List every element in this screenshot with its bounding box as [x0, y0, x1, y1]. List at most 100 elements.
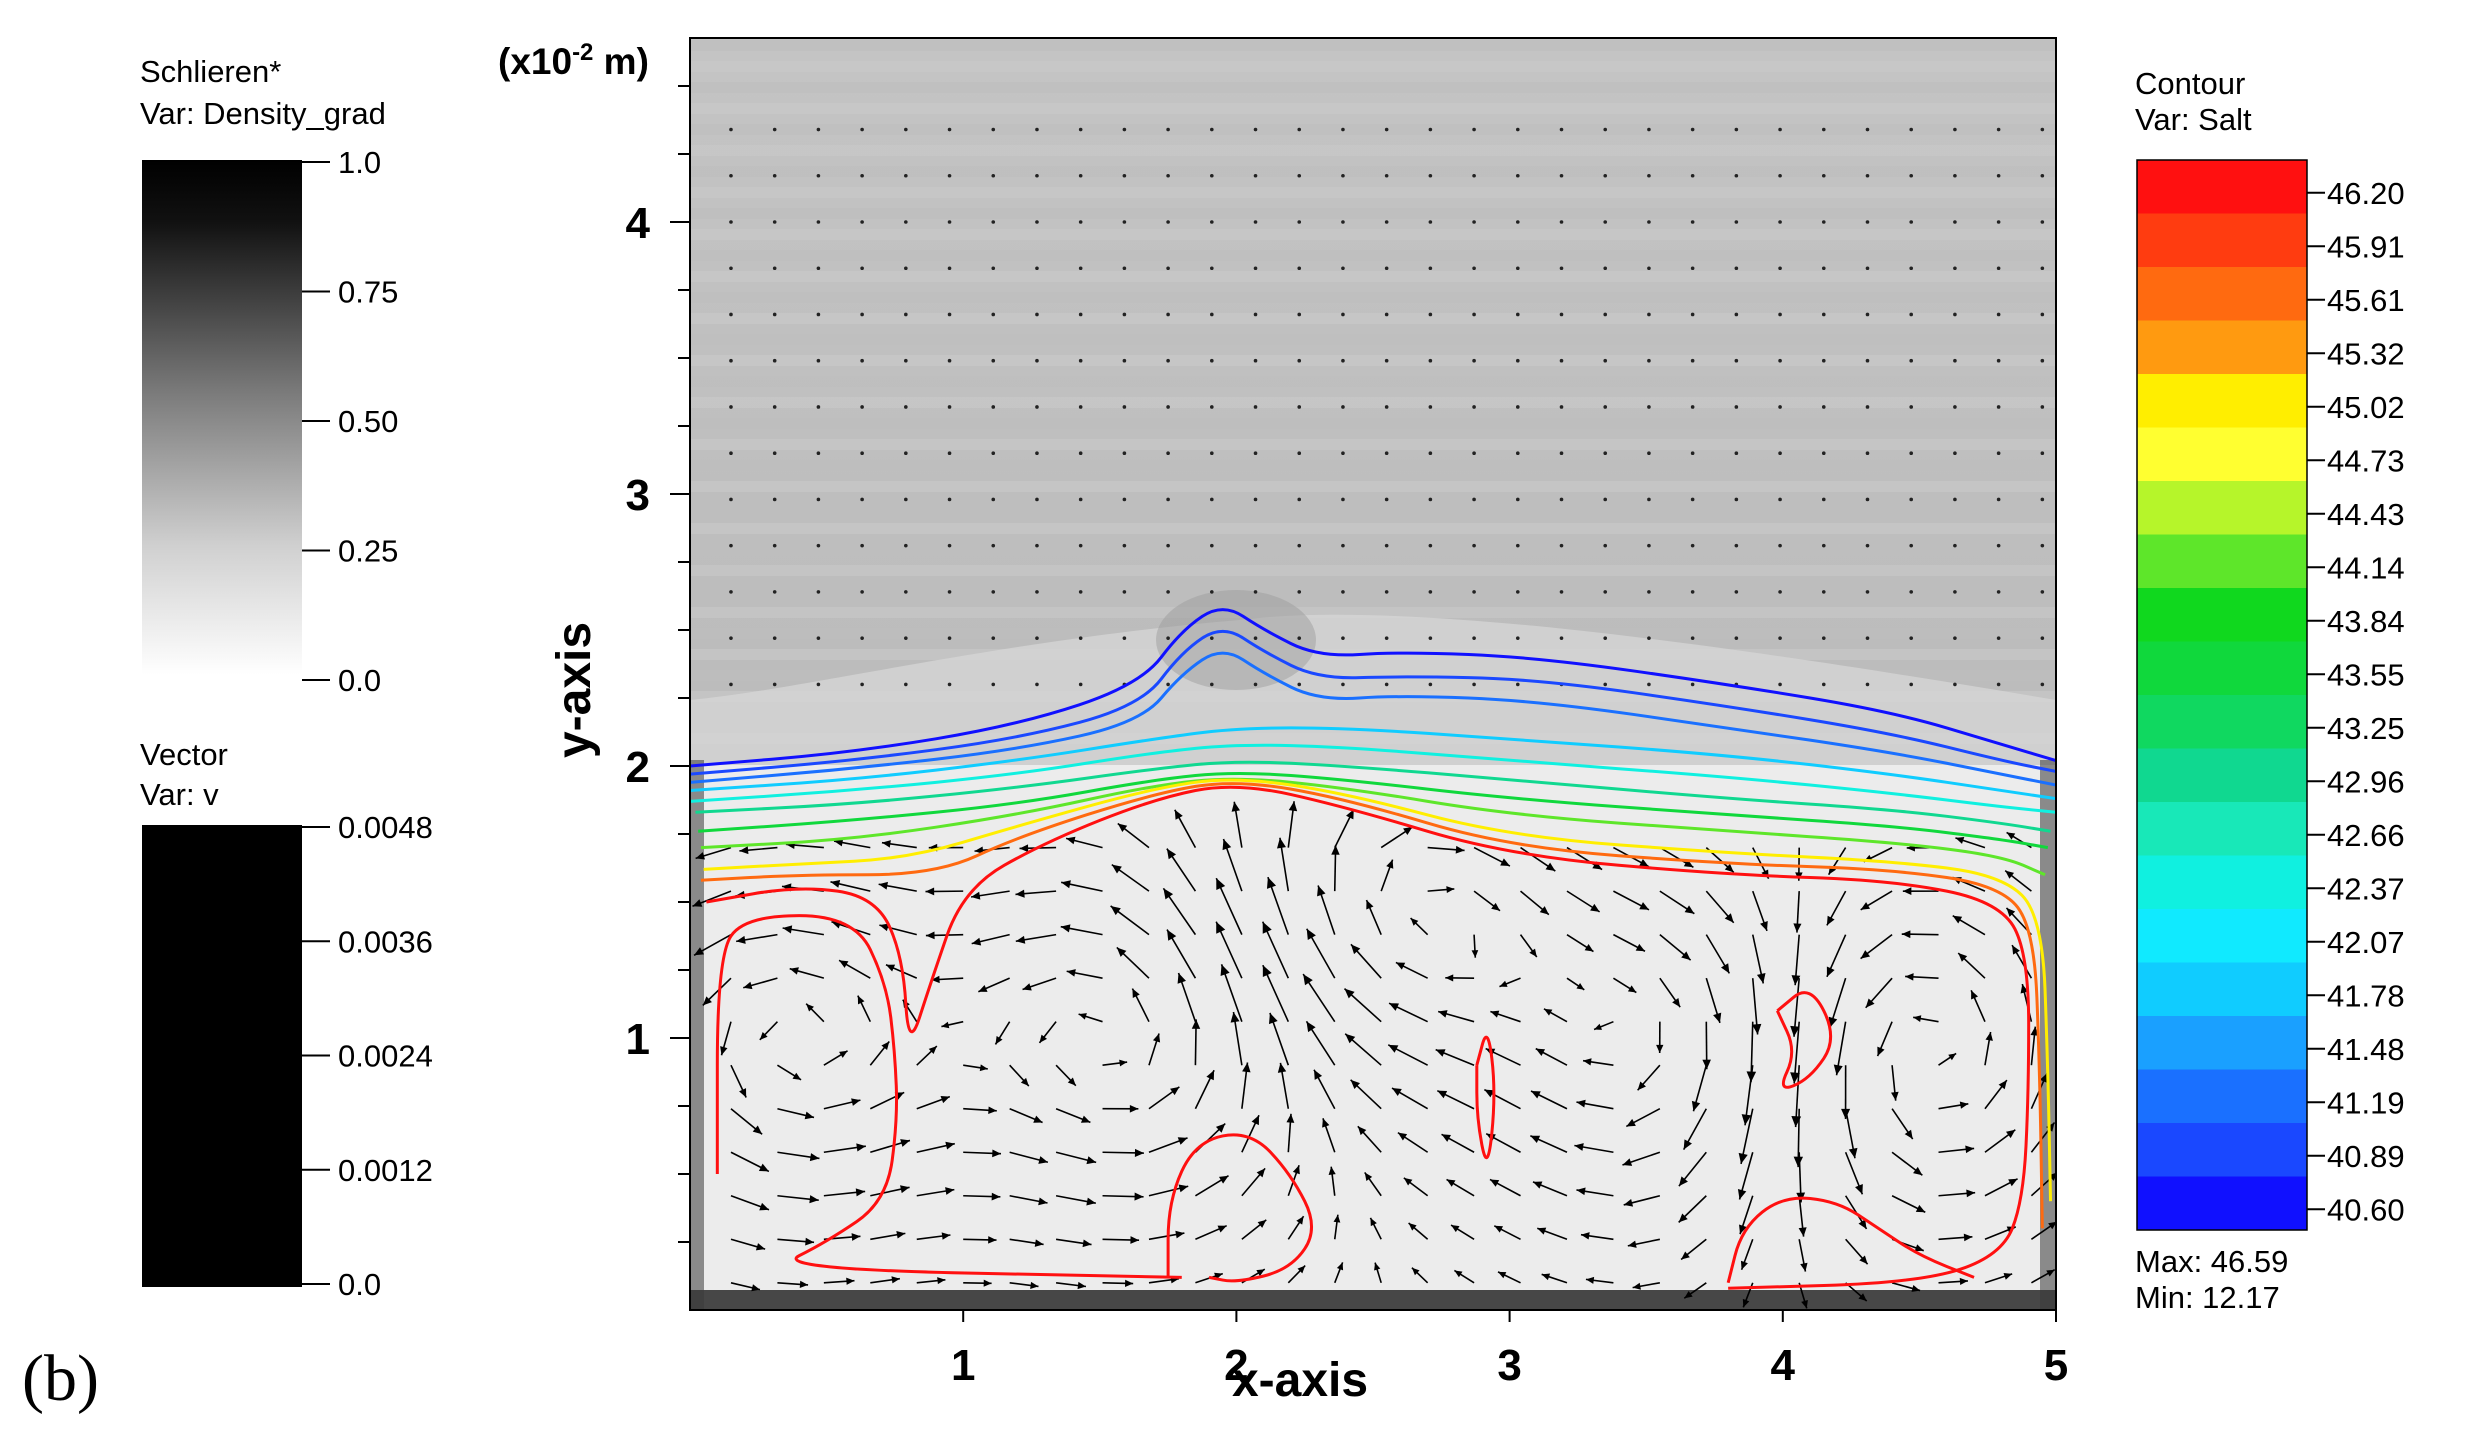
velocity-arrowhead [885, 964, 896, 972]
field-stripe [690, 229, 2056, 240]
vector-dot [1122, 497, 1127, 502]
velocity-arrowhead [2048, 1221, 2056, 1230]
velocity-arrowhead [1336, 1262, 1344, 1271]
velocity-arrowhead [805, 1237, 815, 1246]
vector-dot [772, 682, 777, 687]
vector-dot [1734, 173, 1739, 178]
schlieren-colorbar [142, 160, 302, 675]
velocity-arrowhead [1455, 845, 1465, 854]
vector-dot [1778, 636, 1782, 640]
velocity-arrowhead [1117, 823, 1128, 833]
schlieren-legend: Schlieren* Var: Density_grad 1.0 0.75 0.50… [140, 54, 398, 698]
vector-dot [1210, 220, 1214, 224]
velocity-arrowhead [1627, 1240, 1637, 1248]
vector-dot [1035, 636, 1039, 640]
velocity-arrowhead [1746, 1071, 1757, 1083]
vector-dot [1166, 358, 1170, 363]
vector-dot [904, 682, 908, 687]
velocity-arrowhead [839, 1050, 848, 1058]
velocity-arrowhead [900, 1185, 910, 1194]
vector-dot [1078, 451, 1083, 456]
velocity-arrowhead [1370, 1217, 1377, 1227]
vector-dot [1690, 543, 1695, 548]
x-tick-label: 4 [1771, 1341, 1796, 1390]
velocity-arrowhead [1793, 923, 1802, 933]
contour-legend-var: Var: Salt [2135, 102, 2252, 137]
vector-dot [1035, 312, 1039, 317]
vector-dot [1953, 405, 1957, 409]
velocity-arrowhead [1828, 1016, 1838, 1028]
vector-dot [1953, 682, 1957, 687]
vector-dot [1821, 543, 1826, 548]
vector-dot [1821, 173, 1826, 178]
vector-dot [1384, 590, 1389, 594]
vector-dot [772, 405, 777, 409]
vector-dot [947, 682, 952, 687]
velocity-arrowhead [1256, 1168, 1266, 1178]
vector-dot [1778, 405, 1782, 409]
velocity-arrowhead [1913, 1166, 1923, 1176]
velocity-arrowhead [1877, 1046, 1885, 1057]
vector-dot [1821, 590, 1826, 594]
y-axis-label: y-axis [548, 622, 601, 758]
vector-dot [1909, 451, 1914, 456]
velocity-arrowhead [1952, 915, 1963, 924]
vector-dot [1821, 451, 1826, 456]
salt-contour-line [700, 782, 2044, 1229]
vector-dot [1166, 451, 1170, 456]
velocity-arrowhead [799, 1280, 809, 1288]
velocity-arrowhead [1791, 975, 1801, 986]
vector-dot [772, 636, 777, 640]
vector-dot [772, 358, 777, 363]
velocity-arrowhead [1286, 1113, 1295, 1123]
vector-dot [729, 497, 733, 502]
velocity-arrowhead [1576, 983, 1585, 990]
velocity-arrowhead [1410, 918, 1419, 926]
vector-dot [1384, 405, 1389, 409]
vector-dot [1559, 358, 1564, 363]
velocity-arrowhead [1231, 801, 1240, 812]
velocity-arrowhead [1191, 1019, 1201, 1029]
vector-dot [1078, 173, 1083, 178]
vector-dot [904, 220, 908, 224]
colorbar-band [2137, 962, 2307, 1017]
velocity-arrowhead [1471, 950, 1479, 958]
vector-dot [904, 543, 908, 548]
velocity-arrowhead [1015, 889, 1025, 898]
vector-dot [947, 543, 952, 548]
velocity-arrowhead [1484, 1089, 1495, 1098]
vector-dot [1210, 358, 1214, 363]
vector-dot [904, 497, 908, 502]
vector-dot [904, 266, 908, 271]
vector-dot [1384, 682, 1389, 687]
velocity-arrowhead [1737, 1189, 1747, 1200]
salt-contour-line [1475, 1035, 1496, 1160]
vector-dot [1210, 636, 1214, 640]
vector-dot [1647, 497, 1651, 502]
vector-dot [1996, 590, 2001, 594]
vector-legend-var: Var: v [140, 777, 219, 812]
vector-dot [1253, 543, 1258, 548]
velocity-arrowhead [988, 1106, 997, 1115]
vector-dot [1515, 266, 1520, 271]
vector-dot [1297, 543, 1302, 548]
field-stripe [690, 355, 2056, 366]
vector-dot [904, 312, 908, 317]
velocity-arrowhead [1033, 1115, 1043, 1123]
vector-dot [1690, 312, 1695, 317]
legend-tick-label: 0.0048 [338, 810, 433, 845]
vector-dot [1690, 497, 1695, 502]
vector-dot [1210, 266, 1214, 271]
velocity-arrowhead [1445, 974, 1454, 982]
velocity-arrowhead [792, 1072, 802, 1080]
vector-dot [1035, 497, 1039, 502]
salt-contour-line [690, 608, 2056, 768]
vector-dot [2040, 405, 2045, 409]
vector-dot [1690, 405, 1695, 409]
velocity-arrowhead [1841, 1108, 1851, 1119]
vector-dot [1428, 173, 1433, 178]
velocity-arrowhead [1130, 1236, 1140, 1244]
vector-dot [1515, 590, 1520, 594]
vector-dot [1210, 682, 1214, 687]
vector-dot [1122, 127, 1127, 132]
